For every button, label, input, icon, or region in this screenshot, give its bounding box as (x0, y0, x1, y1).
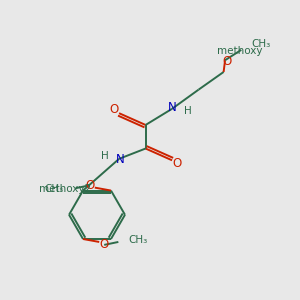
Text: methoxy2: methoxy2 (39, 184, 92, 194)
Text: H: H (101, 152, 109, 161)
Text: CH₃: CH₃ (45, 184, 64, 194)
Text: O: O (222, 55, 231, 68)
Text: O: O (100, 238, 109, 251)
Text: O: O (109, 103, 119, 116)
Text: O: O (173, 157, 182, 170)
Text: H: H (184, 106, 191, 116)
Text: methoxy: methoxy (217, 46, 262, 56)
Text: CH₃: CH₃ (252, 39, 271, 49)
Text: N: N (168, 101, 176, 114)
Text: CH₃: CH₃ (129, 236, 148, 245)
Text: N: N (116, 153, 125, 166)
Text: O: O (85, 179, 94, 192)
